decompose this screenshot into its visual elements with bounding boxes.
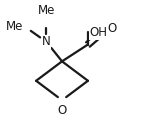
Text: O: O <box>107 23 117 36</box>
Text: O: O <box>57 104 67 117</box>
Text: Me: Me <box>6 20 23 33</box>
Text: Me: Me <box>38 4 55 17</box>
Text: OH: OH <box>89 26 107 39</box>
Text: N: N <box>42 35 51 48</box>
